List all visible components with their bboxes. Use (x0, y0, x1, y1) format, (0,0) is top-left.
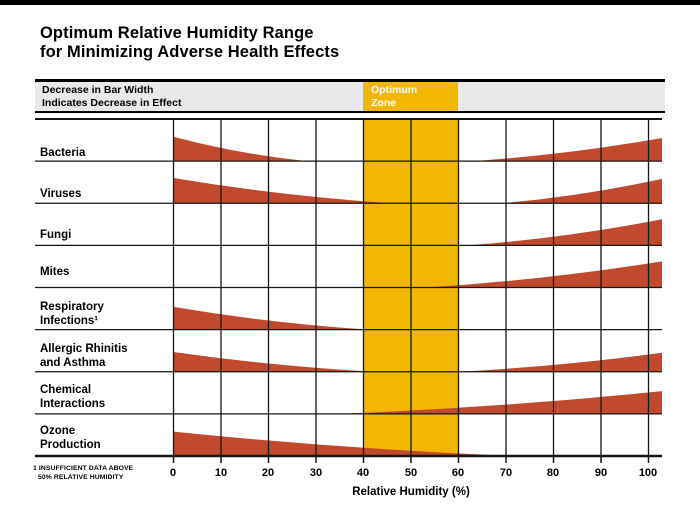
wedge-fungi-right (468, 219, 662, 246)
footnote: 1 INSUFFICIENT DATA ABOVE 50% RELATIVE H… (33, 464, 133, 482)
legend-band: Decrease in Bar Width Indicates Decrease… (35, 79, 665, 113)
row-label-allergic-rhinitis-asthma: Allergic Rhinitis and Asthma (40, 343, 128, 369)
x-tick-0: 0 (169, 467, 177, 479)
wedge-viruses-left (173, 177, 392, 204)
wedge-respiratory-infections-left (173, 306, 369, 330)
footnote-line1: 1 INSUFFICIENT DATA ABOVE (33, 465, 134, 472)
page-title: Optimum Relative Humidity Range for Mini… (40, 24, 339, 61)
top-black-bar (0, 0, 700, 5)
x-tick-60: 60 (451, 467, 465, 479)
x-tick-10: 10 (214, 467, 228, 479)
wedge-viruses-right (501, 178, 662, 204)
x-tick-100: 100 (638, 467, 658, 479)
wedge-allergic-rhinitis-asthma-left (173, 351, 373, 372)
wedge-mites-right (425, 261, 662, 288)
row-label-bacteria: Bacteria (40, 147, 86, 159)
row-label-respiratory-infections: Respiratory Infections¹ (40, 301, 104, 327)
x-tick-50: 50 (404, 467, 418, 479)
legend-note: Decrease in Bar Width Indicates Decrease… (42, 84, 181, 109)
row-label-mites: Mites (40, 266, 70, 278)
row-label-ozone-production: Ozone Production (40, 425, 101, 451)
x-tick-70: 70 (499, 467, 513, 479)
row-label-viruses: Viruses (40, 188, 82, 200)
x-tick-40: 40 (356, 467, 370, 479)
x-tick-20: 20 (261, 467, 275, 479)
x-tick-80: 80 (546, 467, 560, 479)
optimum-zone-label: Optimum Zone (363, 82, 458, 111)
footnote-line2: 50% RELATIVE HUMIDITY (38, 474, 124, 481)
optimum-zone-label-line2: Zone (371, 96, 397, 109)
page-title-line1: Optimum Relative Humidity Range (40, 24, 314, 42)
x-tick-90: 90 (594, 467, 608, 479)
wedge-bacteria-left (173, 136, 307, 162)
row-label-chemical-interactions: Chemical Interactions (40, 384, 106, 410)
legend-note-line2: Indicates Decrease in Effect (42, 96, 182, 109)
wedge-chemical-interactions-right (339, 391, 662, 414)
x-tick-30: 30 (309, 467, 323, 479)
wedge-allergic-rhinitis-asthma-right (458, 352, 662, 372)
page-title-line2: for Minimizing Adverse Health Effects (40, 42, 340, 61)
optimum-zone-label-line1: Optimum (371, 84, 418, 96)
row-label-fungi: Fungi (40, 229, 72, 241)
x-axis-title: Relative Humidity (%) (352, 486, 470, 498)
legend-note-line1: Decrease in Bar Width (42, 84, 154, 96)
wedge-ozone-production-left (173, 431, 516, 456)
wedge-bacteria-right (472, 137, 662, 162)
